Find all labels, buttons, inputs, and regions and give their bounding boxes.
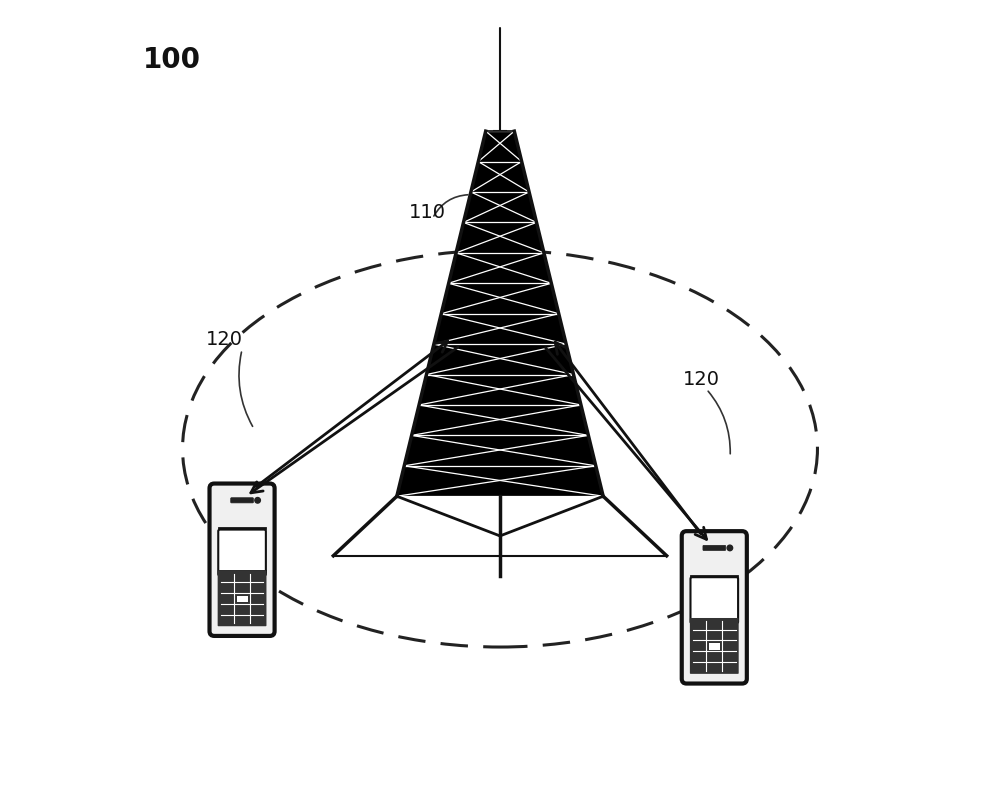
FancyBboxPatch shape bbox=[218, 570, 266, 626]
FancyBboxPatch shape bbox=[231, 498, 253, 503]
Text: 100: 100 bbox=[143, 46, 201, 74]
Text: 120: 120 bbox=[683, 371, 720, 389]
Text: 120: 120 bbox=[206, 330, 243, 350]
Circle shape bbox=[727, 545, 733, 551]
Polygon shape bbox=[397, 132, 603, 496]
FancyBboxPatch shape bbox=[218, 529, 266, 576]
FancyBboxPatch shape bbox=[690, 618, 739, 674]
Circle shape bbox=[255, 497, 260, 503]
FancyBboxPatch shape bbox=[682, 531, 747, 683]
FancyBboxPatch shape bbox=[690, 577, 738, 623]
Text: 110: 110 bbox=[409, 204, 446, 222]
Bar bbox=[237, 596, 248, 602]
FancyBboxPatch shape bbox=[703, 545, 726, 550]
Bar bbox=[709, 643, 720, 650]
FancyBboxPatch shape bbox=[210, 484, 275, 636]
